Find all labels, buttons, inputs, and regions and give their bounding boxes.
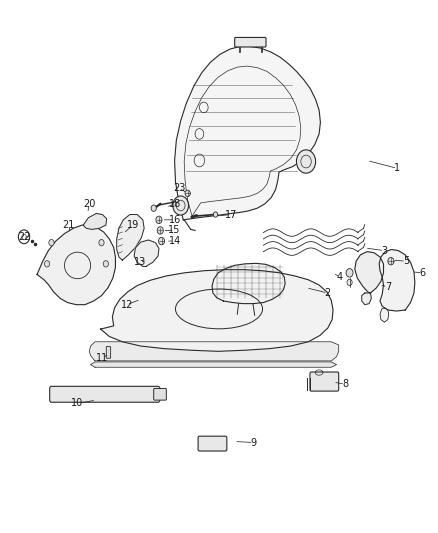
Polygon shape [117,215,144,260]
FancyBboxPatch shape [198,436,227,451]
Text: 21: 21 [63,220,75,230]
Circle shape [173,196,188,215]
Circle shape [157,227,163,234]
FancyBboxPatch shape [235,37,266,47]
Text: 8: 8 [342,379,348,389]
Text: 10: 10 [71,398,84,408]
Polygon shape [379,249,415,311]
Circle shape [99,239,104,246]
Text: 9: 9 [251,438,257,448]
Polygon shape [101,270,333,351]
Polygon shape [380,308,389,322]
Text: 6: 6 [420,268,426,278]
Text: 20: 20 [83,199,95,209]
Text: 13: 13 [134,257,146,267]
Circle shape [45,261,49,267]
Polygon shape [134,240,159,266]
Circle shape [49,239,54,246]
Polygon shape [362,293,371,305]
Text: 18: 18 [170,199,182,209]
Polygon shape [37,225,116,305]
Text: 22: 22 [18,232,30,243]
FancyBboxPatch shape [49,386,160,402]
Text: 12: 12 [120,300,133,310]
Polygon shape [175,46,321,220]
Text: 14: 14 [169,236,181,246]
Text: 1: 1 [394,164,400,173]
Circle shape [346,269,353,277]
Circle shape [103,261,109,267]
Text: 3: 3 [381,246,388,256]
Text: 23: 23 [173,183,185,193]
Text: 15: 15 [169,225,181,236]
Circle shape [159,237,165,245]
Text: 11: 11 [96,353,109,362]
Polygon shape [91,362,336,367]
FancyBboxPatch shape [154,389,166,400]
Circle shape [151,205,156,212]
Circle shape [347,279,352,286]
Text: 4: 4 [337,272,343,282]
Text: 7: 7 [385,281,391,292]
Text: 16: 16 [169,215,181,225]
Circle shape [185,190,190,197]
Polygon shape [89,342,339,361]
Polygon shape [355,252,384,293]
Text: 5: 5 [403,256,409,266]
Circle shape [213,212,218,217]
FancyBboxPatch shape [106,346,111,358]
Circle shape [156,216,162,223]
Circle shape [388,257,394,265]
Text: 17: 17 [225,209,237,220]
Polygon shape [212,263,285,304]
Text: 19: 19 [127,220,139,230]
Text: 2: 2 [325,288,331,298]
FancyBboxPatch shape [310,372,339,391]
Polygon shape [83,214,107,229]
Circle shape [297,150,316,173]
